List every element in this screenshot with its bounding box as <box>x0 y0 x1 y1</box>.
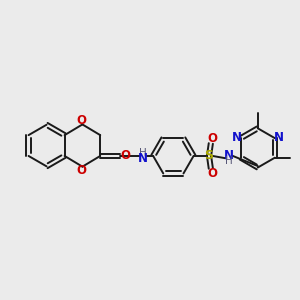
Text: S: S <box>205 149 214 162</box>
Text: N: N <box>224 149 234 162</box>
Text: O: O <box>207 132 217 145</box>
Text: N: N <box>274 131 284 144</box>
Text: O: O <box>76 114 86 127</box>
Text: H: H <box>225 156 232 166</box>
Text: O: O <box>121 149 131 162</box>
Text: N: N <box>232 131 242 144</box>
Text: O: O <box>76 164 86 177</box>
Text: H: H <box>139 148 147 158</box>
Text: O: O <box>207 167 217 180</box>
Text: N: N <box>138 152 148 165</box>
